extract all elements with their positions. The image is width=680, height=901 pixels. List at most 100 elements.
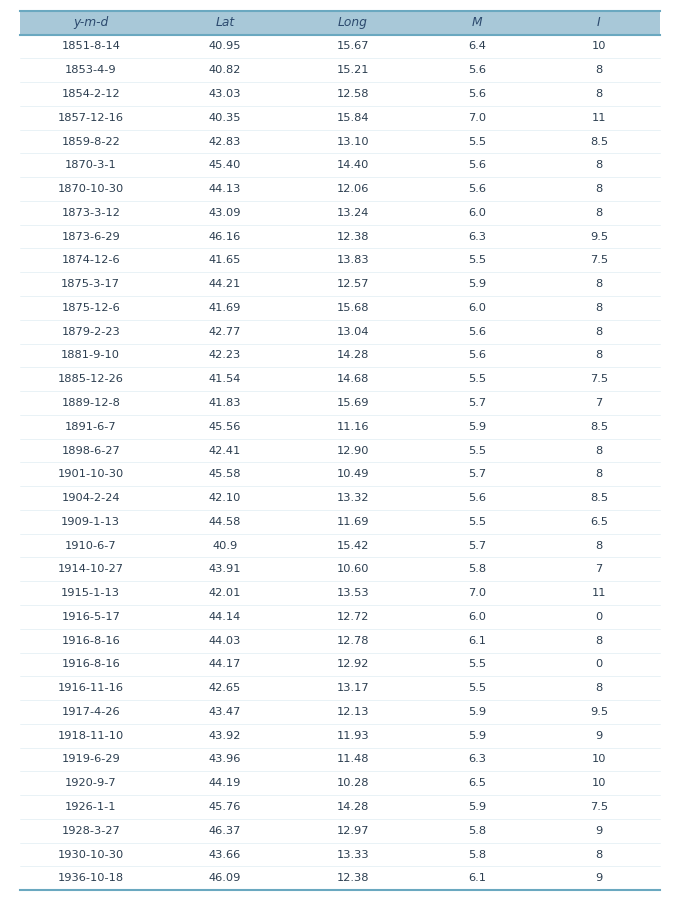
Bar	[20, 59, 660, 82]
Text: 5.5: 5.5	[469, 660, 486, 669]
Text: 7: 7	[595, 398, 602, 408]
Text: 5.9: 5.9	[469, 279, 486, 289]
Text: 12.06: 12.06	[337, 184, 369, 194]
Text: 12.92: 12.92	[337, 660, 369, 669]
Text: 1916-8-16: 1916-8-16	[61, 635, 120, 646]
Text: 1898-6-27: 1898-6-27	[61, 445, 120, 456]
Text: 6.0: 6.0	[469, 303, 486, 313]
Bar	[20, 724, 660, 748]
Text: 46.16: 46.16	[209, 232, 241, 241]
Text: 44.19: 44.19	[209, 778, 241, 788]
Text: 46.09: 46.09	[209, 873, 241, 883]
Text: 13.53: 13.53	[337, 588, 369, 598]
Text: 1901-10-30: 1901-10-30	[58, 469, 124, 479]
Text: 44.17: 44.17	[209, 660, 241, 669]
Text: 10: 10	[592, 754, 606, 764]
Text: I: I	[597, 16, 600, 29]
Text: 5.7: 5.7	[469, 469, 486, 479]
Text: 5.9: 5.9	[469, 802, 486, 812]
Text: 10.60: 10.60	[337, 564, 369, 574]
Text: 1875-12-6: 1875-12-6	[61, 303, 120, 313]
Text: 5.6: 5.6	[469, 184, 486, 194]
Bar	[20, 130, 660, 153]
Text: 12.90: 12.90	[337, 445, 369, 456]
Bar	[20, 795, 660, 819]
Text: 12.72: 12.72	[337, 612, 369, 622]
Text: 1910-6-7: 1910-6-7	[65, 541, 116, 551]
Text: 15.69: 15.69	[337, 398, 369, 408]
Text: 9: 9	[595, 873, 602, 883]
Text: 5.6: 5.6	[469, 160, 486, 170]
Text: 1879-2-23: 1879-2-23	[61, 327, 120, 337]
Bar	[20, 581, 660, 605]
Text: 5.8: 5.8	[469, 564, 486, 574]
Text: 12.13: 12.13	[337, 707, 369, 717]
Text: 1928-3-27: 1928-3-27	[61, 826, 120, 836]
Text: 11.48: 11.48	[337, 754, 369, 764]
Bar	[20, 605, 660, 629]
Text: 9: 9	[595, 826, 602, 836]
Bar	[20, 272, 660, 296]
Bar	[20, 391, 660, 414]
Text: 5.6: 5.6	[469, 327, 486, 337]
Text: 8: 8	[595, 541, 602, 551]
Bar	[20, 106, 660, 130]
Text: 15.68: 15.68	[337, 303, 369, 313]
Text: 10.28: 10.28	[337, 778, 369, 788]
Bar	[20, 34, 660, 59]
Bar	[20, 249, 660, 272]
Text: 1889-12-8: 1889-12-8	[61, 398, 120, 408]
Text: 43.92: 43.92	[209, 731, 241, 741]
Text: 10: 10	[592, 778, 606, 788]
Text: 5.8: 5.8	[469, 826, 486, 836]
Text: Long: Long	[338, 16, 368, 29]
Bar	[20, 652, 660, 677]
Text: 5.5: 5.5	[469, 517, 486, 527]
Text: 8: 8	[595, 850, 602, 860]
Text: 1916-8-16: 1916-8-16	[61, 660, 120, 669]
Text: 1926-1-1: 1926-1-1	[65, 802, 116, 812]
Text: 0: 0	[595, 612, 602, 622]
Bar	[20, 11, 660, 34]
Text: 1916-5-17: 1916-5-17	[61, 612, 120, 622]
Bar	[20, 368, 660, 391]
Text: M: M	[472, 16, 483, 29]
Text: 14.28: 14.28	[337, 802, 369, 812]
Text: 45.56: 45.56	[209, 422, 241, 432]
Text: 6.1: 6.1	[469, 873, 486, 883]
Bar	[20, 296, 660, 320]
Bar	[20, 867, 660, 890]
Text: 12.58: 12.58	[337, 89, 369, 99]
Text: 15.67: 15.67	[337, 41, 369, 51]
Text: 8.5: 8.5	[590, 493, 608, 503]
Bar	[20, 224, 660, 249]
Text: 40.9: 40.9	[212, 541, 237, 551]
Text: 44.58: 44.58	[209, 517, 241, 527]
Text: 6.5: 6.5	[469, 778, 486, 788]
Text: 8: 8	[595, 327, 602, 337]
Bar	[20, 748, 660, 771]
Text: Lat: Lat	[216, 16, 235, 29]
Text: 8: 8	[595, 303, 602, 313]
Text: 1873-6-29: 1873-6-29	[61, 232, 120, 241]
Text: 5.5: 5.5	[469, 683, 486, 693]
Text: 40.35: 40.35	[209, 113, 241, 123]
Text: y-m-d: y-m-d	[73, 16, 108, 29]
Text: 0: 0	[595, 660, 602, 669]
Text: 1917-4-26: 1917-4-26	[61, 707, 120, 717]
Text: 11.93: 11.93	[337, 731, 369, 741]
Text: 1915-1-13: 1915-1-13	[61, 588, 120, 598]
Bar	[20, 462, 660, 487]
Text: 8: 8	[595, 89, 602, 99]
Text: 12.38: 12.38	[337, 232, 369, 241]
Text: 1936-10-18: 1936-10-18	[58, 873, 124, 883]
Text: 44.14: 44.14	[209, 612, 241, 622]
Text: 12.57: 12.57	[337, 279, 369, 289]
Text: 1874-12-6: 1874-12-6	[61, 255, 120, 266]
Text: 8: 8	[595, 350, 602, 360]
Text: 6.3: 6.3	[469, 754, 486, 764]
Text: 8.5: 8.5	[590, 422, 608, 432]
Text: 8: 8	[595, 445, 602, 456]
Text: 1919-6-29: 1919-6-29	[61, 754, 120, 764]
Text: 9.5: 9.5	[590, 707, 608, 717]
